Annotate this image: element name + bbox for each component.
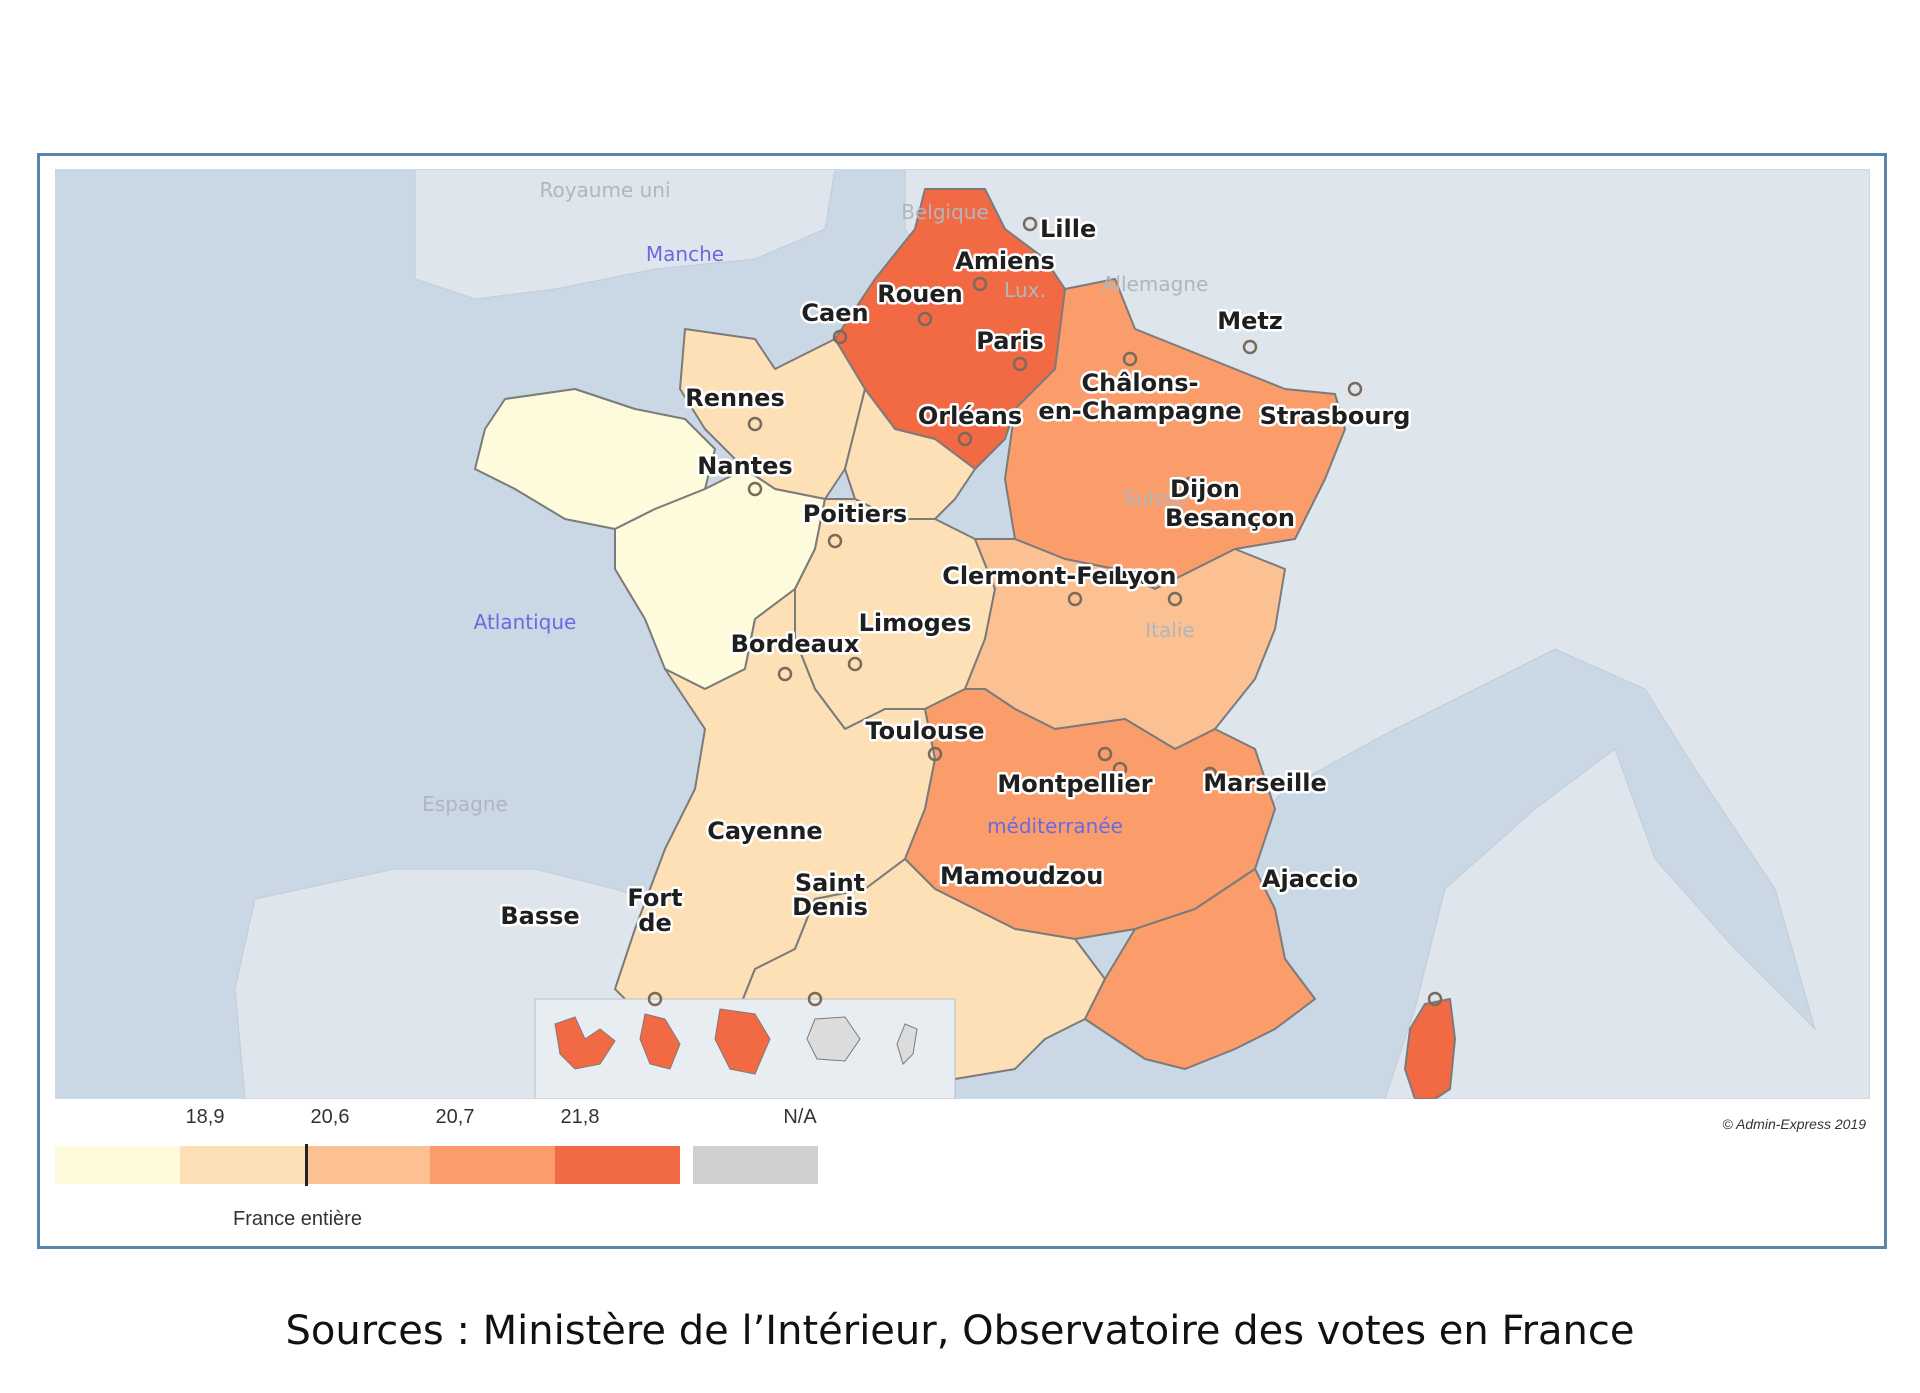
city-dot-10 [957,431,973,447]
legend-na-label: N/A [783,1106,817,1128]
map-frame: Royaume uni Belgique Lux. Allemagne Suisse It… [37,153,1887,1249]
sea-label-3: méditerranée [987,814,1123,838]
uk-land [414,169,836,300]
legend-tick-1: 18,9 [185,1106,225,1128]
legend-swatch-2 [180,1146,305,1184]
reunion-shape [806,1016,861,1062]
legend-swatch-3 [305,1146,430,1184]
legend-tick-2: 20,6 [310,1106,350,1128]
region-hauts-de-france [834,188,1076,470]
city-dot-16 [847,656,863,672]
map-credit: © Admin-Express 2019 [1722,1116,1866,1132]
country-label-7: Espagne [422,792,508,816]
city-dot-12 [1182,476,1198,492]
country-label-2: Belgique [901,200,989,224]
region-provence-alpes-cote-d-azur [1084,868,1316,1070]
city-dot-1 [1022,216,1038,232]
city-dot-9 [747,416,763,432]
city-label-10: Rennes [685,384,785,412]
city-label-3: Rouen [877,280,962,308]
city-label-20: Toulouse [865,717,984,745]
country-label-1: Royaume uni [539,178,670,202]
city-dot-20 [1112,761,1128,777]
guyane-shape [714,1008,771,1075]
guadeloupe-shape [554,1016,616,1070]
city-label-11: Orléans [918,402,1022,430]
city-dot-24 [807,991,823,1007]
city-dot-2 [972,276,988,292]
legend-tick-4: 21,8 [560,1106,600,1128]
city-dot-4 [832,329,848,345]
city-label-4: Caen [801,299,868,327]
country-label-5: Suisse [1123,486,1187,510]
source-caption: Sources : Ministère de l’Intérieur, Obse… [285,1308,1635,1354]
city-dot-8 [1347,381,1363,397]
city-label-27: de [638,909,671,937]
sea-label-2: Atlantique [474,610,577,634]
city-label-1: Lille [1040,215,1096,243]
city-label-7: Châlons- [1082,369,1199,397]
city-dot-21 [1202,766,1218,782]
sea-label-1: Manche [646,242,724,266]
city-label-30: Mamoudzou [940,862,1103,890]
country-label-4: Allemagne [1102,272,1209,296]
mayotte-shape [896,1023,918,1065]
city-label-14: Besançon [1165,504,1295,532]
country-label-6: Italie [1145,618,1194,642]
city-dot-14 [1167,591,1183,607]
city-dot-17 [777,666,793,682]
city-dot-19 [1097,746,1113,762]
city-label-6: Metz [1217,307,1283,335]
legend-swatch-na [693,1146,818,1184]
region-corse [1404,998,1456,1099]
city-label-21: Montpellier [997,770,1152,798]
city-dot-5 [1012,356,1028,372]
city-dot-15 [827,533,843,549]
city-label-17: Lyon [1114,562,1177,590]
city-label-28: Saint [795,869,865,897]
legend-swatch-5 [555,1146,680,1184]
legend: 18,9 20,6 20,7 21,8 N/A France entière [55,1106,955,1236]
france-average-label: France entière [233,1208,362,1230]
city-label-18: Limoges [859,609,972,637]
city-label-5: Paris [976,327,1044,355]
city-label-26: Fort [627,884,682,912]
france-average-marker [305,1144,308,1186]
city-dot-11 [747,481,763,497]
city-label-13: Dijon [1170,475,1240,503]
legend-swatch-4 [430,1146,555,1184]
city-label-8: en-Champagne [1038,397,1241,425]
city-label-23: Ajaccio [1262,865,1358,893]
city-label-15: Poitiers [803,500,907,528]
city-label-25: Basse [500,902,579,930]
city-label-2: Amiens [955,247,1054,275]
city-dot-22 [1427,991,1443,1007]
city-dot-7 [1122,351,1138,367]
city-label-29: Denis [792,893,868,921]
city-dot-23 [647,991,663,1007]
city-dot-6 [1242,339,1258,355]
city-label-12: Nantes [697,452,792,480]
france-regions-map: Royaume uni Belgique Lux. Allemagne Suisse It… [55,169,1870,1099]
city-label-16: Clermont-Ferra [942,562,1148,590]
city-dot-13 [1067,591,1083,607]
city-dot-18 [927,746,943,762]
city-dot-3 [917,311,933,327]
legend-swatch-1 [55,1146,180,1184]
legend-tick-3: 20,7 [435,1106,475,1128]
country-label-3: Lux. [1004,278,1046,302]
city-label-19: Bordeaux [731,630,860,658]
city-label-9: Strasbourg [1260,402,1411,430]
region-grand-est [1004,278,1346,590]
martinique-shape [639,1013,681,1070]
city-label-22: Marseille [1203,769,1326,797]
city-label-24: Cayenne [707,817,822,845]
